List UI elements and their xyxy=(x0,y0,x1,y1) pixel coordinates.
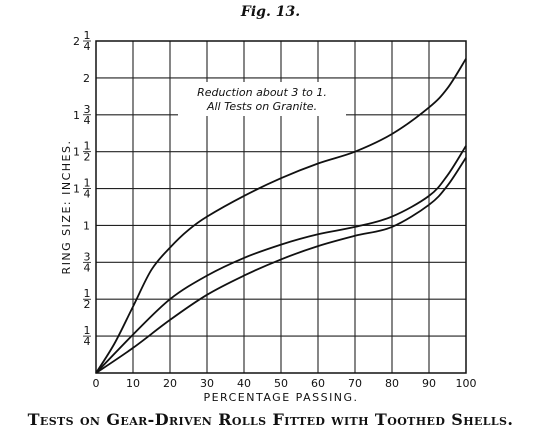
plot-frame xyxy=(95,40,467,374)
x-axis-label: PERCENTAGE PASSING. xyxy=(203,391,358,404)
y-tick-numerator: 1 xyxy=(84,29,91,42)
x-tick-label: 70 xyxy=(348,377,362,390)
x-tick-label: 60 xyxy=(311,377,325,390)
figure-caption: Tests on Gear-Driven Rolls Fitted with T… xyxy=(27,410,514,429)
y-tick-denominator: 4 xyxy=(84,261,91,274)
y-tick-whole: 1 xyxy=(73,109,80,122)
series-line-2 xyxy=(95,145,467,374)
y-tick-denominator: 4 xyxy=(84,188,91,201)
x-tick-labels: 0 10 20 30 40 50 60 70 80 90 100 xyxy=(93,377,477,390)
annotation-line-2: All Tests on Granite. xyxy=(206,100,317,113)
y-tick-numerator: 1 xyxy=(84,140,91,153)
y-tick-denominator: 4 xyxy=(84,114,91,127)
y-tick-label: 1 12 xyxy=(73,140,91,164)
series-line-3 xyxy=(95,157,467,374)
y-tick-label: 12 xyxy=(83,287,91,311)
y-tick-label: 34 xyxy=(83,250,91,274)
y-tick-label: 14 xyxy=(83,324,91,348)
y-tick-numerator: 1 xyxy=(84,177,91,190)
x-tick-label: 90 xyxy=(422,377,436,390)
y-tick-label: 2 xyxy=(83,72,90,85)
y-tick-whole: 2 xyxy=(83,72,90,85)
y-tick-label: 1 xyxy=(83,219,90,232)
y-tick-denominator: 2 xyxy=(84,298,91,311)
y-tick-label: 2 14 xyxy=(73,29,91,53)
figure-title: Fig. 13. xyxy=(240,4,301,20)
x-tick-label: 30 xyxy=(200,377,214,390)
annotation-background xyxy=(178,82,346,116)
series-line-1 xyxy=(95,58,467,374)
x-tick-label: 40 xyxy=(237,377,251,390)
x-tick-label: 50 xyxy=(274,377,288,390)
annotation-box xyxy=(178,82,346,116)
y-tick-whole: 1 xyxy=(83,219,90,232)
y-tick-whole: 1 xyxy=(73,146,80,159)
y-tick-label: 1 14 xyxy=(73,177,91,201)
series-group xyxy=(95,58,467,374)
y-axis-label: RING SIZE: INCHES. xyxy=(60,140,73,275)
x-tick-label: 100 xyxy=(456,377,477,390)
x-tick-label: 20 xyxy=(163,377,177,390)
x-tick-label: 0 xyxy=(93,377,100,390)
y-tick-whole: 1 xyxy=(73,183,80,196)
y-tick-numerator: 3 xyxy=(84,250,91,263)
y-tick-whole: 2 xyxy=(73,35,80,48)
y-tick-denominator: 4 xyxy=(84,40,91,53)
y-tick-numerator: 3 xyxy=(84,103,91,116)
y-tick-label: 1 34 xyxy=(73,103,91,127)
y-tick-numerator: 1 xyxy=(84,324,91,337)
x-tick-label: 80 xyxy=(385,377,399,390)
x-tick-label: 10 xyxy=(126,377,140,390)
y-tick-denominator: 2 xyxy=(84,151,91,164)
y-tick-numerator: 1 xyxy=(84,287,91,300)
annotation-line-1: Reduction about 3 to 1. xyxy=(197,86,327,99)
y-tick-denominator: 4 xyxy=(84,335,91,348)
